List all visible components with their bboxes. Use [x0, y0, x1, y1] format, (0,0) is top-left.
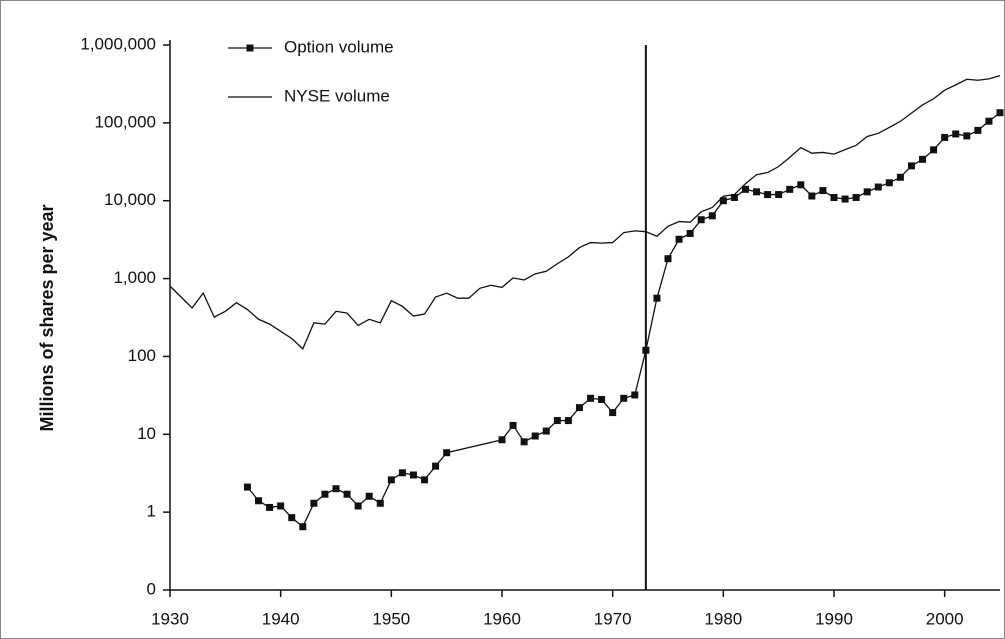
data-point	[863, 188, 871, 196]
data-point	[697, 216, 705, 224]
data-point	[354, 502, 362, 510]
data-point	[708, 212, 716, 220]
legend-label: Option volume	[284, 37, 394, 56]
x-tick-label: 1970	[594, 609, 632, 628]
x-tick-label: 1950	[372, 609, 410, 628]
data-point	[974, 126, 982, 134]
data-point	[365, 492, 373, 500]
data-point	[830, 193, 838, 201]
data-point	[841, 195, 849, 203]
data-point	[620, 394, 628, 402]
y-tick-label: 10	[137, 424, 156, 443]
y-tick-label: 1	[147, 502, 156, 521]
y-tick-label: 10,000	[104, 190, 156, 209]
data-point	[564, 417, 572, 425]
series-line	[169, 75, 1001, 350]
x-tick-label: 1980	[704, 609, 742, 628]
data-point	[387, 476, 395, 484]
data-point	[609, 409, 617, 417]
data-point	[930, 146, 938, 154]
data-point	[631, 391, 639, 399]
data-point	[531, 432, 539, 440]
data-point	[587, 394, 595, 402]
data-point	[941, 133, 949, 141]
y-tick-label: 1,000,000	[80, 34, 156, 53]
data-point	[753, 188, 761, 196]
data-point	[985, 117, 993, 125]
data-point	[598, 395, 606, 403]
legend-marker	[246, 44, 254, 52]
data-point	[686, 229, 694, 237]
data-point	[299, 523, 307, 531]
data-point	[819, 187, 827, 195]
data-point	[653, 294, 661, 302]
data-point	[896, 173, 904, 181]
data-point	[421, 476, 429, 484]
data-point	[786, 185, 794, 193]
data-point	[741, 185, 749, 193]
legend-label: NYSE volume	[284, 86, 390, 105]
x-tick-label: 1990	[815, 609, 853, 628]
data-point	[332, 485, 340, 493]
data-point	[398, 469, 406, 477]
data-point	[996, 109, 1004, 117]
y-tick-label: 100,000	[95, 112, 156, 131]
data-point	[498, 436, 506, 444]
data-point	[575, 404, 583, 412]
data-point	[797, 181, 805, 189]
data-point	[409, 471, 417, 479]
data-point	[874, 183, 882, 191]
data-point	[675, 235, 683, 243]
y-tick-label: 1,000	[113, 268, 156, 287]
data-point	[321, 490, 329, 498]
data-point	[664, 255, 672, 263]
data-point	[288, 514, 296, 522]
data-point	[509, 421, 517, 429]
data-point	[775, 191, 783, 199]
x-tick-label: 1960	[483, 609, 521, 628]
data-point	[277, 502, 285, 510]
data-point	[553, 417, 561, 425]
series-line	[246, 112, 1001, 528]
data-point	[907, 162, 915, 170]
data-point	[919, 155, 927, 163]
data-point	[243, 483, 251, 491]
data-point	[376, 499, 384, 507]
data-point	[764, 191, 772, 199]
data-point	[963, 132, 971, 140]
data-point	[542, 427, 550, 435]
data-point	[310, 499, 318, 507]
x-tick-label: 1930	[151, 609, 189, 628]
data-point	[852, 193, 860, 201]
data-point	[432, 462, 440, 470]
y-tick-label: 100	[128, 346, 156, 365]
data-point	[885, 179, 893, 187]
data-point	[520, 438, 528, 446]
y-axis-label: Millions of shares per year	[37, 204, 57, 431]
data-point	[255, 497, 263, 505]
x-tick-label: 1940	[262, 609, 300, 628]
data-point	[952, 130, 960, 138]
data-point	[443, 449, 451, 457]
data-point	[730, 193, 738, 201]
x-tick-label: 2000	[926, 609, 964, 628]
data-point	[266, 503, 274, 511]
data-point	[719, 197, 727, 205]
data-point	[642, 346, 650, 354]
data-point	[808, 192, 816, 200]
data-point	[343, 490, 351, 498]
y-tick-label: 0	[147, 579, 156, 598]
